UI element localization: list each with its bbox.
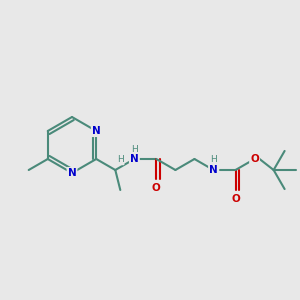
- Text: N: N: [92, 126, 100, 136]
- Text: N: N: [209, 165, 218, 175]
- Text: H: H: [117, 155, 124, 164]
- Text: N: N: [130, 154, 139, 164]
- Text: O: O: [231, 194, 240, 204]
- Text: N: N: [68, 168, 76, 178]
- Text: O: O: [152, 183, 161, 193]
- Text: O: O: [250, 154, 259, 164]
- Text: H: H: [131, 145, 138, 154]
- Text: H: H: [210, 155, 217, 164]
